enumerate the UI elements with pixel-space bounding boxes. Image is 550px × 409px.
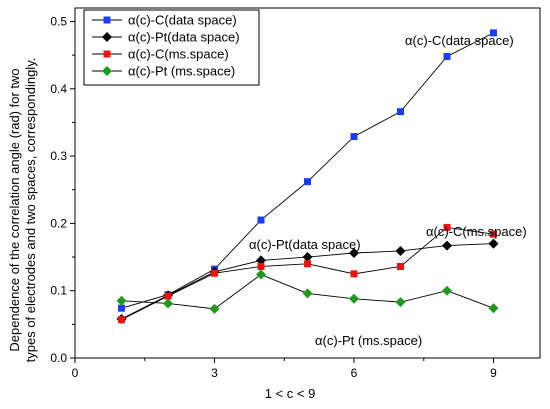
y-tick-label: 0.0 [50, 351, 67, 365]
legend-frame [83, 9, 260, 86]
data-point [397, 108, 404, 116]
y-axis-title: Dependence of the correlation angle (rad… [7, 58, 38, 363]
legend-label: α(c)-C(data space) [128, 13, 237, 28]
y-tick-label: 0.1 [50, 284, 67, 298]
y-tick-label: 0.4 [50, 82, 67, 96]
data-point [302, 288, 313, 299]
data-point [304, 260, 311, 268]
legend-marker [102, 32, 112, 42]
data-point [257, 216, 265, 224]
y-axis-title-line-2: types of electrodes and two spaces, corr… [23, 58, 38, 363]
data-point [443, 223, 451, 231]
x-tick-label: 6 [351, 366, 358, 380]
series-annotation: α(c)-C(data space) [405, 33, 514, 48]
data-point [304, 178, 311, 186]
y-tick-label: 0.2 [50, 216, 67, 230]
data-point [211, 269, 218, 277]
data-point [397, 262, 404, 270]
x-axis-title: 1 < c < 9 [265, 386, 316, 401]
legend-marker [102, 66, 112, 76]
x-tick-label: 9 [490, 366, 497, 380]
data-point [164, 292, 172, 300]
data-point [488, 238, 499, 249]
legend-entry: α(c)-C(data space) [92, 13, 237, 28]
legend-marker [103, 16, 111, 24]
series-annotation: α(c)-Pt (ms.space) [315, 333, 422, 348]
data-point [209, 303, 220, 314]
data-point [442, 285, 452, 296]
legend-label: α(c)-Pt(data space) [128, 30, 240, 45]
legend: α(c)-C(data space) α(c)-Pt(data space) α(c… [83, 9, 260, 86]
x-tick-label: 3 [211, 366, 218, 380]
data-point [350, 270, 358, 278]
legend-entry: α(c)-Pt (ms.space) [92, 64, 235, 79]
series-layer [116, 29, 499, 324]
y-axis-ticks: 0.0 0.1 0.2 0.3 0.4 0.5 [50, 14, 75, 365]
plot-frame [74, 7, 541, 359]
data-point [163, 298, 173, 309]
data-point [302, 252, 313, 263]
data-point [118, 316, 125, 324]
y-axis-title-line-1: Dependence of the correlation angle (rad… [7, 68, 22, 351]
legend-marker [103, 50, 111, 58]
x-tick-label: 0 [72, 366, 79, 380]
series-2 [118, 223, 497, 324]
data-point [256, 255, 266, 266]
y-tick-label: 0.3 [50, 149, 67, 163]
x-axis-ticks: 0 3 6 9 [72, 358, 497, 380]
data-point [490, 230, 497, 238]
series-annotation: α(c)-Pt(data space) [249, 237, 361, 252]
annotation-layer: α(c)-C(data space) α(c)-Pt(data space) α(c… [249, 33, 527, 348]
data-point [395, 297, 406, 308]
legend-entry: α(c)-C(ms.space) [92, 47, 229, 62]
data-point [490, 29, 497, 37]
data-point [488, 303, 499, 314]
data-point [116, 295, 127, 306]
data-point [443, 52, 451, 60]
data-point [118, 304, 125, 312]
data-point [349, 293, 359, 304]
data-point [256, 269, 266, 280]
data-point [350, 133, 358, 141]
legend-label: α(c)-Pt (ms.space) [128, 64, 235, 79]
data-point [349, 248, 359, 258]
series-annotation: α(c)-C(ms.space) [426, 224, 527, 239]
data-point [395, 245, 406, 256]
series-3 [116, 269, 499, 314]
data-point [257, 262, 265, 270]
legend-entry: α(c)-Pt(data space) [92, 30, 240, 45]
y-tick-label: 0.5 [50, 14, 67, 28]
legend-label: α(c)-C(ms.space) [128, 47, 229, 62]
data-point [442, 240, 452, 251]
